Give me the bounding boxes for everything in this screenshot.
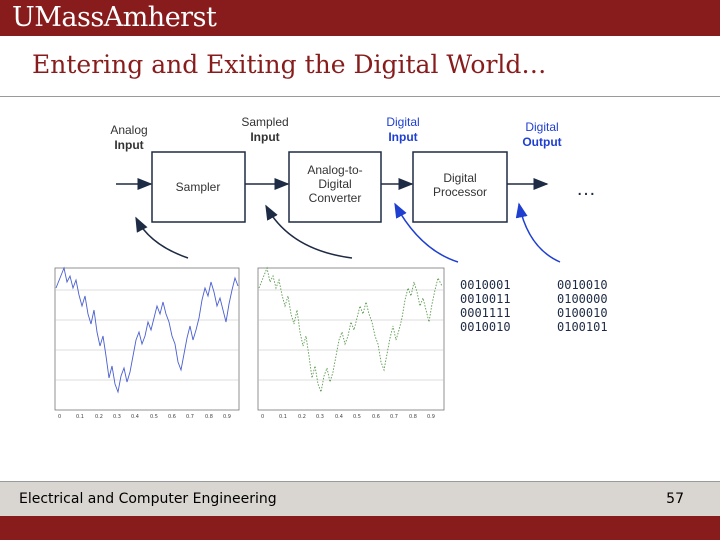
adc-block [288, 151, 382, 223]
svg-text:0.1: 0.1 [279, 414, 287, 420]
digital-input-label-1: Digital [386, 115, 419, 129]
signal-chain-diagram: Analog Input Sampled Input Digital Input… [54, 115, 608, 420]
analog-pointer-arrow [135, 216, 189, 259]
sampler-label: Sampler [176, 180, 221, 194]
adc-label-1: Analog-to- [307, 163, 362, 177]
binary-input-row: 0010001 [460, 278, 511, 292]
digital-output-label-2: Output [522, 135, 561, 149]
bottom-banner [0, 516, 720, 540]
digital-input-label-2: Input [388, 130, 417, 144]
adc-label-2: Digital [318, 177, 351, 191]
svg-text:0.2: 0.2 [298, 414, 306, 420]
sampled-waveform-plot: 0 0.1 0.2 0.3 0.4 0.5 0.6 0.7 0.8 0.9 [257, 266, 445, 420]
svg-text:0.2: 0.2 [95, 414, 103, 420]
svg-text:0.8: 0.8 [205, 414, 213, 420]
dp-label-1: Digital [443, 171, 476, 185]
digital-processor-block [412, 151, 508, 223]
binary-output-row: 0010010 [557, 278, 608, 292]
digital-input-pointer-arrow [394, 202, 459, 263]
binary-output-row: 0100010 [557, 306, 608, 320]
digital-output-pointer-arrow [515, 202, 561, 263]
sampled-input-label-2: Input [250, 130, 279, 144]
sampler-block [151, 151, 246, 223]
svg-text:0.5: 0.5 [150, 414, 158, 420]
svg-text:0.7: 0.7 [186, 414, 194, 420]
svg-text:0.5: 0.5 [353, 414, 361, 420]
binary-output-row: 0100101 [557, 320, 608, 334]
footer-department: Electrical and Computer Engineering [19, 491, 277, 507]
binary-output-row: 0100000 [557, 292, 608, 306]
svg-text:0: 0 [58, 414, 61, 420]
svg-text:0.4: 0.4 [131, 414, 139, 420]
analog-waveform-plot: 0 0.1 0.2 0.3 0.4 0.5 0.6 0.7 0.8 0.9 [54, 266, 240, 420]
slide-title: Entering and Exiting the Digital World… [32, 50, 547, 79]
analog-input-label-2: Input [114, 138, 143, 152]
continuation-ellipsis: … [576, 178, 596, 200]
binary-input-row: 0010010 [460, 320, 511, 334]
footer-bar: Electrical and Computer Engineering 57 [0, 481, 720, 516]
svg-text:0.7: 0.7 [390, 414, 398, 420]
sampled-pointer-arrow [265, 204, 353, 259]
svg-text:0.1: 0.1 [76, 414, 84, 420]
svg-text:0: 0 [261, 414, 264, 420]
svg-text:0.6: 0.6 [372, 414, 380, 420]
page-number: 57 [666, 491, 684, 507]
title-divider [0, 96, 720, 97]
svg-text:0.6: 0.6 [168, 414, 176, 420]
analog-input-label-1: Analog [110, 123, 147, 137]
sampled-input-label-1: Sampled [241, 115, 288, 129]
binary-input-row: 0001111 [460, 306, 511, 320]
svg-text:0.4: 0.4 [335, 414, 343, 420]
top-banner: UMassAmherst [0, 0, 720, 36]
svg-text:0.3: 0.3 [113, 414, 121, 420]
svg-text:0.8: 0.8 [409, 414, 417, 420]
svg-text:0.9: 0.9 [427, 414, 435, 420]
digital-output-label-1: Digital [525, 120, 558, 134]
adc-label-3: Converter [309, 191, 362, 205]
umass-logo: UMassAmherst [12, 2, 217, 33]
svg-text:0.9: 0.9 [223, 414, 231, 420]
dp-label-2: Processor [433, 185, 487, 199]
svg-text:0.3: 0.3 [316, 414, 324, 420]
binary-input-row: 0010011 [460, 292, 511, 306]
